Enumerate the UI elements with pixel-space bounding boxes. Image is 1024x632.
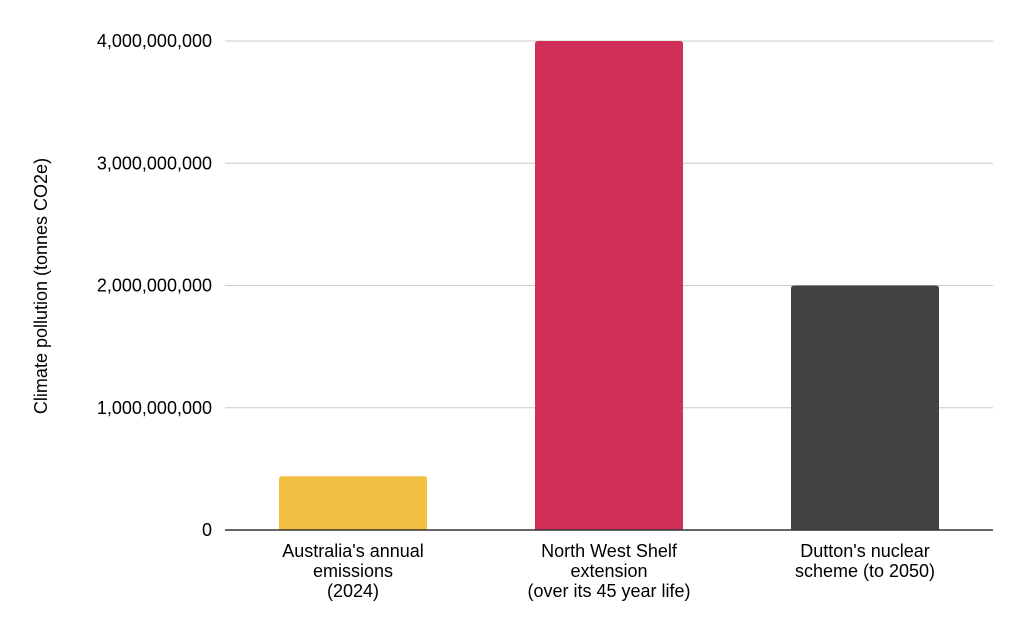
y-tick-label: 2,000,000,000 <box>97 276 212 296</box>
x-category-label: (over its 45 year life) <box>527 581 690 601</box>
y-tick-label: 3,000,000,000 <box>97 153 212 173</box>
x-category-label: extension <box>570 561 647 581</box>
x-category-label: Dutton's nuclear <box>800 541 930 561</box>
y-tick-label: 1,000,000,000 <box>97 398 212 418</box>
x-category-label: (2024) <box>327 581 379 601</box>
x-category-label: Australia's annual <box>282 541 424 561</box>
y-axis-title: Climate pollution (tonnes CO2e) <box>31 158 51 414</box>
bar <box>791 285 939 530</box>
y-tick-label: 0 <box>202 520 212 540</box>
y-tick-label: 4,000,000,000 <box>97 31 212 51</box>
x-category-label: emissions <box>313 561 393 581</box>
bar <box>535 41 683 530</box>
y-axis-tick-labels: 0 1,000,000,000 2,000,000,000 3,000,000,000… <box>97 31 212 540</box>
bars <box>279 41 939 530</box>
x-category-label: scheme (to 2050) <box>795 561 935 581</box>
bar <box>279 476 427 530</box>
x-category-label: North West Shelf <box>541 541 678 561</box>
